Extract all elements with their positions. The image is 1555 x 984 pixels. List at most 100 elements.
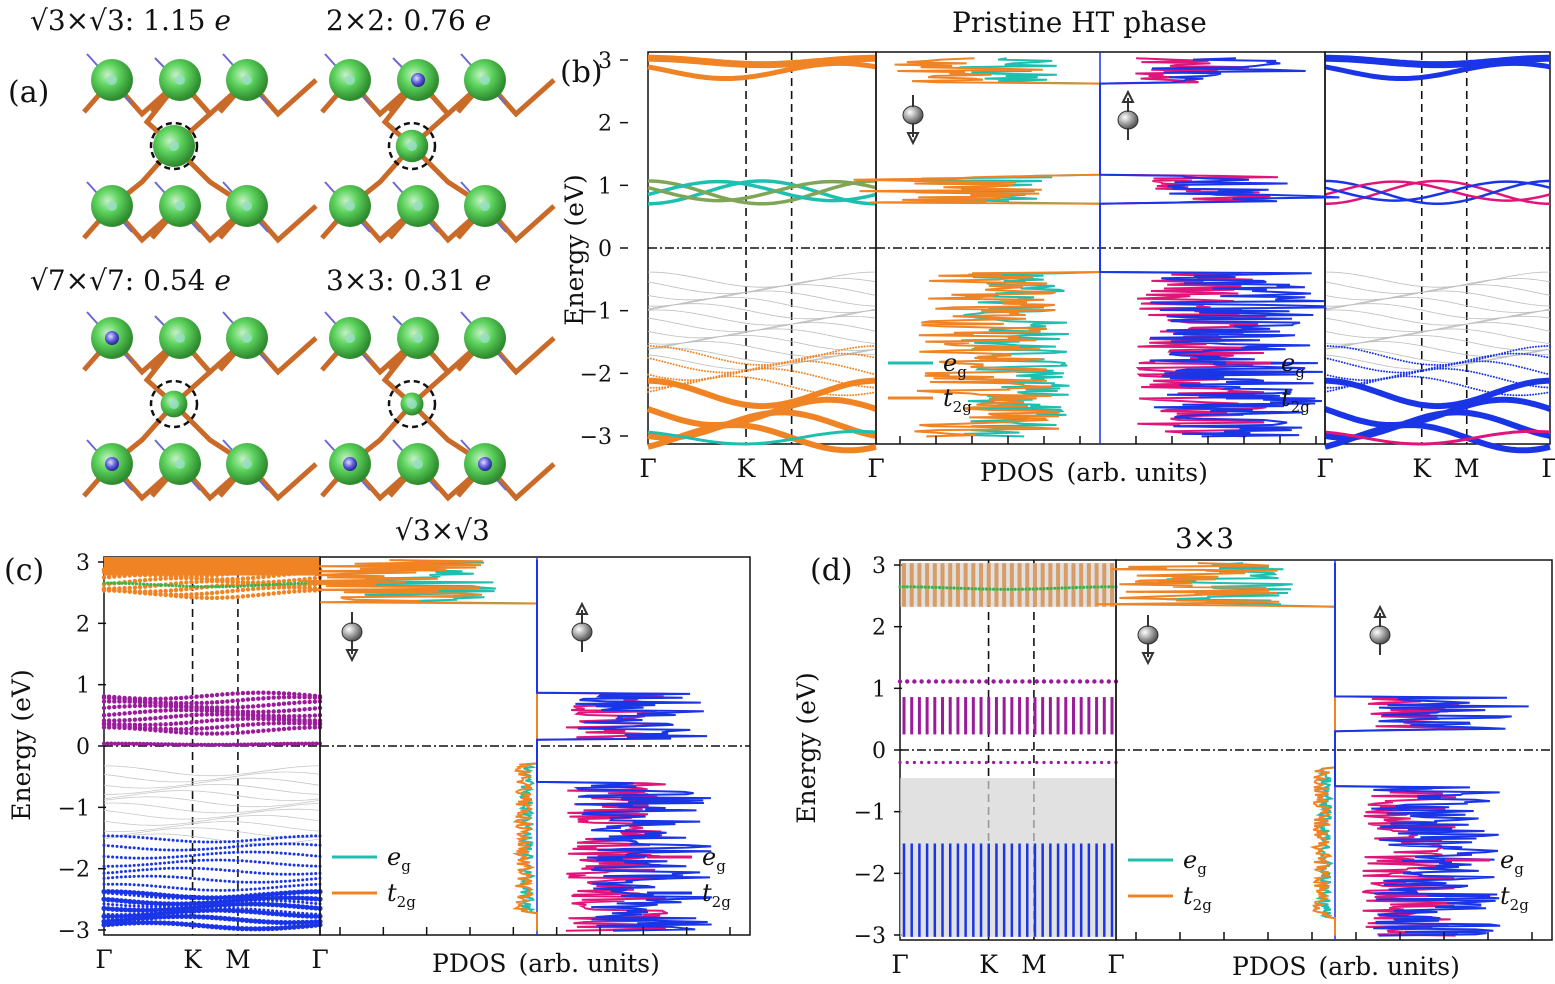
- band-dot: [1414, 362, 1416, 365]
- kpoint-label: K: [1412, 454, 1432, 483]
- band-dot: [137, 835, 141, 839]
- band-dot: [184, 848, 188, 852]
- band-dot: [210, 847, 214, 851]
- band-dot: [163, 592, 168, 597]
- band-dot: [310, 741, 315, 746]
- band-dot: [849, 394, 852, 397]
- band-dot: [863, 392, 866, 395]
- band-dot: [225, 731, 230, 736]
- band-dot: [281, 590, 287, 595]
- band-dot: [1515, 348, 1518, 351]
- band-dot: [192, 901, 198, 907]
- band-dot: [163, 856, 166, 860]
- band-dot: [1523, 367, 1526, 370]
- band-dot: [235, 925, 241, 932]
- band-dot: [204, 718, 210, 724]
- band-dot: [695, 379, 698, 382]
- band-dot: [769, 367, 772, 370]
- band-dot: [170, 742, 175, 747]
- band-dot: [276, 590, 282, 595]
- band-dot: [184, 866, 188, 870]
- band-dot: [117, 711, 122, 717]
- band-dot: [1501, 362, 1504, 365]
- band-dot: [675, 364, 678, 367]
- band-dot: [923, 585, 927, 589]
- band-dot: [136, 920, 142, 926]
- band-dot: [157, 901, 163, 907]
- band-dot: [686, 350, 689, 353]
- band-dot: [102, 871, 106, 875]
- band-dot: [704, 370, 706, 373]
- band-dot: [152, 742, 157, 747]
- band-dot: [128, 869, 132, 873]
- band-dot: [712, 376, 715, 379]
- band-dot: [295, 919, 301, 926]
- band-dot: [775, 368, 778, 371]
- band-line: [647, 179, 877, 203]
- band-dot: [206, 867, 210, 871]
- band-line: [1324, 421, 1551, 454]
- band-dot: [1433, 368, 1436, 370]
- band-dot: [240, 730, 246, 735]
- band-dot: [763, 367, 766, 370]
- band-dot: [206, 878, 210, 882]
- band-dot: [268, 583, 272, 587]
- band-dot: [184, 839, 188, 843]
- band-dot: [1433, 363, 1436, 366]
- crystal-cell: [320, 311, 556, 502]
- band-dot: [124, 856, 128, 860]
- band-dot: [235, 588, 240, 593]
- band-dot: [267, 742, 272, 747]
- band-dot: [305, 883, 309, 887]
- band-dot: [300, 581, 304, 585]
- band-dot: [1371, 352, 1374, 355]
- band-dot: [194, 719, 199, 725]
- band-dot: [101, 896, 107, 902]
- band-dot: [209, 590, 215, 596]
- band-dot: [1436, 367, 1439, 370]
- band-dot: [209, 895, 215, 901]
- band-dot: [1498, 353, 1501, 356]
- band-dot: [1526, 367, 1529, 370]
- band-dot: [1447, 381, 1450, 384]
- band-dot: [312, 699, 318, 704]
- band-dot: [297, 707, 302, 712]
- band-dot: [168, 592, 174, 597]
- band-dot: [219, 858, 223, 862]
- band-dot: [305, 843, 309, 846]
- band-dot: [1408, 361, 1411, 364]
- band-dot: [148, 891, 155, 897]
- band-dot: [786, 384, 789, 387]
- band-dot: [106, 876, 110, 880]
- band-dot: [123, 741, 128, 746]
- band-dot: [154, 884, 158, 888]
- band-dot: [235, 901, 241, 907]
- band-dot: [1540, 345, 1543, 348]
- band-dot: [1526, 346, 1529, 349]
- band-dot: [729, 372, 732, 375]
- band-dot: [266, 880, 270, 884]
- band-dot: [905, 679, 910, 684]
- band-dot: [276, 702, 282, 707]
- band-dot: [1369, 351, 1371, 354]
- band-dot: [1523, 394, 1526, 397]
- band-dot: [154, 874, 158, 878]
- band-dot: [158, 856, 162, 860]
- band-dot: [250, 704, 256, 709]
- band-dot: [840, 394, 843, 397]
- band-line: [647, 179, 877, 203]
- band-dot: [240, 839, 244, 843]
- band-dot: [855, 353, 857, 356]
- band-dot: [239, 901, 245, 907]
- band-dot: [1006, 587, 1010, 591]
- band-dot: [230, 576, 235, 582]
- band-dot: [934, 585, 938, 590]
- spin-down-icon: [902, 105, 924, 125]
- band-dot: [282, 920, 288, 926]
- legend-label: t2g: [387, 879, 416, 911]
- band-dot: [1408, 373, 1411, 375]
- band-dot: [194, 595, 199, 600]
- band-dot: [158, 885, 162, 889]
- band-dot: [738, 362, 741, 365]
- band-dot: [709, 370, 712, 373]
